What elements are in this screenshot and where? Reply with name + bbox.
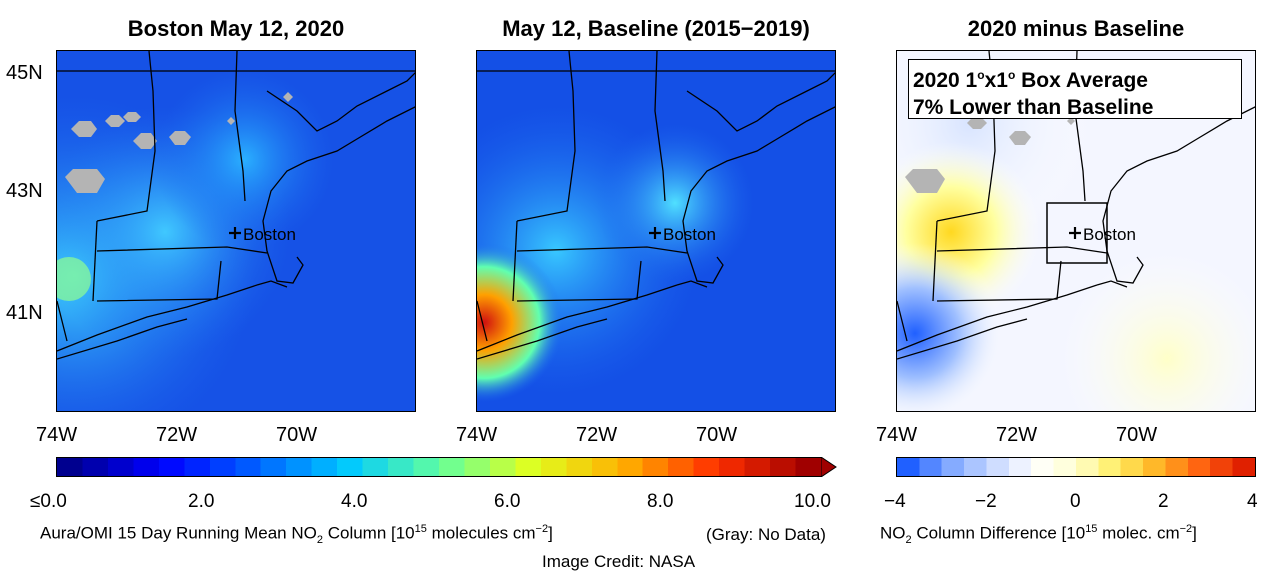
colorbar-no2-difference bbox=[896, 457, 1256, 477]
diff-tick-neg4: −4 bbox=[884, 491, 906, 512]
diff-tick-neg2: −2 bbox=[975, 491, 997, 512]
lat-label-41n: 41N bbox=[6, 302, 43, 324]
lon-label-70w: 70W bbox=[1116, 424, 1158, 446]
diff-tick-4: 4 bbox=[1247, 491, 1258, 512]
gray-no-data-note: (Gray: No Data) bbox=[706, 525, 826, 544]
map-2020: Boston bbox=[56, 50, 416, 412]
city-label-boston: Boston bbox=[1083, 225, 1136, 244]
no-data-areas bbox=[65, 92, 293, 193]
lat-label-45n: 45N bbox=[6, 62, 43, 84]
panel-title-difference: 2020 minus Baseline bbox=[967, 16, 1185, 41]
colorbar-tick-6: 6.0 bbox=[494, 491, 521, 512]
map-baseline: Boston bbox=[476, 50, 836, 412]
colorbar-overflow-arrow bbox=[821, 457, 837, 477]
lon-label-70w: 70W bbox=[696, 424, 738, 446]
colorbar-no2-column bbox=[56, 457, 822, 477]
diff-tick-2: 2 bbox=[1158, 491, 1169, 512]
colorbar-tick-10: 10.0 bbox=[794, 491, 831, 512]
no-data-areas bbox=[905, 117, 1075, 193]
box-average-note: 2020 1ox1o Box Average 7% Lower than Bas… bbox=[908, 59, 1242, 119]
lon-label-72w: 72W bbox=[576, 424, 618, 446]
lon-label-72w: 72W bbox=[156, 424, 198, 446]
note-line-1: 2020 1ox1o Box Average bbox=[913, 68, 1148, 92]
city-label-boston: Boston bbox=[243, 225, 296, 244]
colorbar-tick-2: 2.0 bbox=[188, 491, 215, 512]
lon-label-74w: 74W bbox=[456, 424, 498, 446]
lat-label-43n: 43N bbox=[6, 180, 43, 202]
boston-marker: Boston bbox=[229, 225, 296, 244]
panel-title-2020: Boston May 12, 2020 bbox=[127, 16, 345, 41]
boston-marker: Boston bbox=[1069, 225, 1136, 244]
diff-colorbar-caption: NO2 Column Difference [1015 molec. cm−2] bbox=[880, 523, 1197, 547]
main-colorbar-caption: Aura/OMI 15 Day Running Mean NO2 Column … bbox=[40, 523, 553, 547]
diff-tick-0: 0 bbox=[1070, 491, 1081, 512]
lon-label-74w: 74W bbox=[876, 424, 918, 446]
colorbar-tick-0: ≤0.0 bbox=[30, 491, 67, 512]
note-line-2: 7% Lower than Baseline bbox=[913, 96, 1154, 119]
lon-label-72w: 72W bbox=[996, 424, 1038, 446]
boston-marker: Boston bbox=[649, 225, 716, 244]
no2-map-baseline: Boston bbox=[477, 51, 835, 411]
colorbar-tick-8: 8.0 bbox=[647, 491, 674, 512]
lon-label-70w: 70W bbox=[276, 424, 318, 446]
colorbar-tick-4: 4.0 bbox=[341, 491, 368, 512]
image-credit: Image Credit: NASA bbox=[542, 552, 696, 571]
panel-title-baseline: May 12, Baseline (2015−2019) bbox=[502, 16, 810, 41]
no2-map-2020: Boston bbox=[57, 51, 415, 411]
box-average-region bbox=[1046, 202, 1108, 264]
lon-label-74w: 74W bbox=[36, 424, 78, 446]
city-label-boston: Boston bbox=[663, 225, 716, 244]
